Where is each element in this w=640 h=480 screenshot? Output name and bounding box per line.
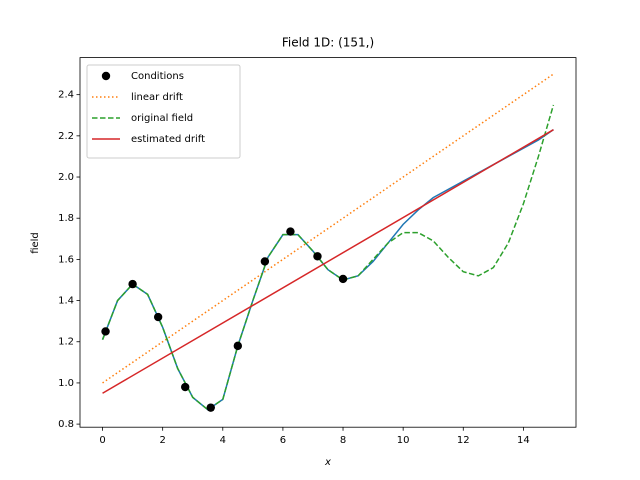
condition-point — [286, 227, 295, 236]
legend-label: Conditions — [131, 71, 184, 82]
x-axis-label: x — [324, 457, 331, 468]
y-tick-label: 1.0 — [58, 378, 74, 389]
y-tick-label: 0.8 — [58, 419, 74, 430]
y-tick-label: 1.2 — [58, 337, 74, 348]
condition-point — [313, 252, 322, 261]
condition-point — [128, 279, 137, 289]
legend-marker — [101, 71, 111, 81]
x-tick-label: 6 — [280, 435, 286, 446]
x-tick-label: 8 — [340, 435, 346, 446]
x-tick-label: 4 — [220, 435, 226, 446]
condition-point — [260, 257, 270, 266]
y-tick-label: 1.6 — [58, 254, 74, 265]
legend-box — [86, 64, 241, 159]
y-axis-label: field — [30, 232, 41, 254]
series-line — [101, 104, 555, 411]
condition-point — [206, 403, 215, 412]
y-tick-label: 1.4 — [58, 296, 74, 307]
legend-label: estimated drift — [131, 134, 205, 145]
legend-label: original field — [131, 113, 193, 124]
y-tick-label: 1.8 — [58, 213, 74, 224]
y-tick-label: 2.4 — [58, 90, 74, 101]
condition-point — [181, 382, 190, 392]
x-tick-label: 12 — [457, 435, 470, 446]
series-line — [102, 129, 554, 394]
condition-point — [338, 274, 348, 284]
x-tick-label: 10 — [397, 435, 410, 446]
y-tick-label: 2.2 — [58, 131, 74, 142]
x-tick-label: 2 — [159, 435, 165, 446]
x-tick-label: 14 — [517, 435, 530, 446]
series-line — [102, 73, 554, 384]
y-tick-label: 2.0 — [58, 172, 74, 183]
condition-point — [101, 327, 110, 336]
chart-title: Field 1D: (151,) — [282, 36, 374, 50]
legend-label: linear drift — [131, 92, 183, 103]
plot-frame — [79, 57, 577, 428]
condition-point — [233, 341, 243, 351]
x-tick-label: 0 — [99, 435, 105, 446]
condition-point — [153, 312, 163, 322]
